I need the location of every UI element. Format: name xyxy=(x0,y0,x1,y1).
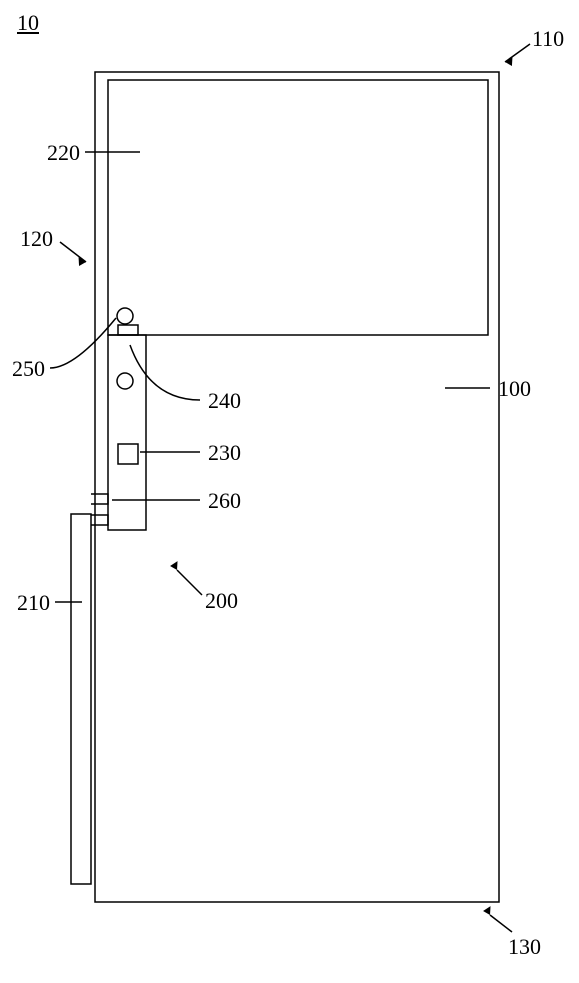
diagram-svg xyxy=(0,0,579,983)
label-220: 220 xyxy=(47,140,80,166)
arrow-200 xyxy=(170,559,181,570)
rect-bridge-top xyxy=(118,325,138,335)
label-title: 10 xyxy=(17,10,39,36)
lead-120 xyxy=(60,242,86,262)
lead-250 xyxy=(50,318,116,368)
patent-diagram: 10 100 110 120 130 200 210 220 230 240 2… xyxy=(0,0,579,983)
notch-260b xyxy=(91,515,108,525)
label-230: 230 xyxy=(208,440,241,466)
label-210: 210 xyxy=(17,590,50,616)
label-260: 260 xyxy=(208,488,241,514)
lead-200 xyxy=(177,570,202,595)
rect-220 xyxy=(108,80,488,335)
label-110: 110 xyxy=(532,26,564,52)
label-250: 250 xyxy=(12,356,45,382)
rect-230 xyxy=(118,444,138,464)
notch-260a xyxy=(91,494,108,504)
lead-240 xyxy=(130,345,200,400)
arrow-130 xyxy=(483,904,494,915)
label-100: 100 xyxy=(498,376,531,402)
rect-100 xyxy=(95,72,499,902)
label-120: 120 xyxy=(20,226,53,252)
lead-130 xyxy=(490,915,512,932)
label-200: 200 xyxy=(205,588,238,614)
label-130: 130 xyxy=(508,934,541,960)
label-240: 240 xyxy=(208,388,241,414)
lead-110 xyxy=(505,44,530,62)
circle-bot xyxy=(117,373,133,389)
rect-210 xyxy=(71,514,91,884)
circle-top xyxy=(117,308,133,324)
